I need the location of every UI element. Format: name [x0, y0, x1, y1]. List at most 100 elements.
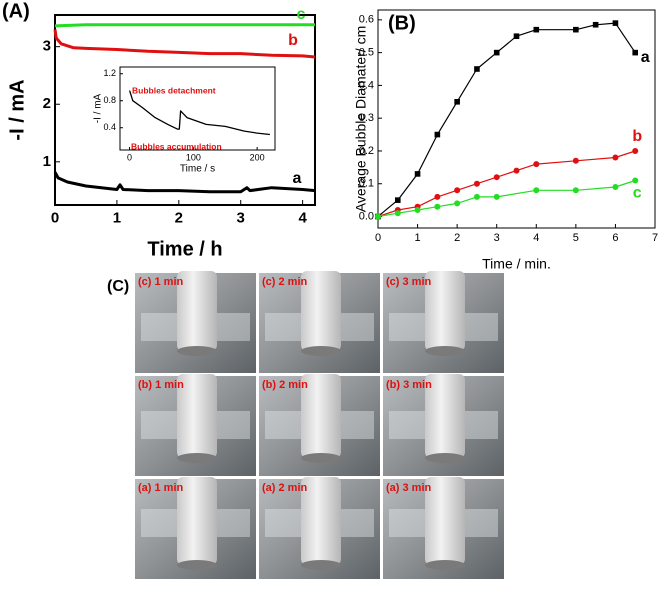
chart: 0 100 200 0.4 0.8 1.2 Time / s -I / mA Bubbles d… [93, 66, 276, 175]
photo: (c) 2 min [259, 271, 380, 373]
electrode-tip [177, 560, 217, 570]
marker [414, 206, 421, 213]
x-tick-label: 100 [186, 152, 201, 162]
photo: (b) 1 min [135, 374, 256, 476]
x-tick-label: 4 [298, 209, 307, 226]
series-line [54, 23, 315, 28]
y-axis-label: -I / mA [93, 93, 104, 123]
marker [612, 20, 619, 26]
y-axis-label: -I / mA [6, 79, 28, 140]
marker [474, 66, 480, 72]
photo-label: (a) 2 min [262, 482, 308, 494]
marker [493, 49, 500, 56]
electrode-tip [301, 453, 341, 463]
photo-grid: (C) (c) 1 min (c) 2 min (c) 3 min (b) 1 min (… [107, 271, 504, 579]
x-axis-label: Time / s [180, 164, 215, 175]
photo-label: (b) 1 min [138, 379, 184, 391]
panel-label: (C) [107, 278, 129, 295]
photo: (a) 1 min [135, 477, 256, 579]
y-tick-label: 0.4 [103, 122, 116, 132]
marker [572, 187, 579, 194]
x-tick-label: 3 [494, 232, 500, 244]
photo-label: (b) 3 min [386, 379, 432, 391]
electrode-tip [425, 346, 465, 356]
series-line [53, 29, 316, 59]
annotation: Bubbles accumulation [131, 141, 222, 151]
x-tick-label: 1 [415, 232, 421, 244]
marker [493, 193, 500, 200]
y-tick-label: 0.3 [359, 112, 374, 124]
marker [533, 161, 540, 168]
electrode-tip [425, 453, 465, 463]
electrode-tip [177, 346, 217, 356]
electrode-tip [425, 560, 465, 570]
photo-label: (b) 2 min [262, 379, 308, 391]
x-tick-label: 2 [175, 209, 183, 226]
series-line [128, 90, 270, 136]
series-line [377, 150, 636, 218]
marker [473, 193, 480, 200]
series-label: c [633, 185, 642, 202]
marker [414, 171, 421, 177]
y-tick-label: 0.6 [359, 14, 374, 26]
photo: (c) 1 min [135, 271, 256, 373]
y-tick-label: 1 [43, 153, 51, 170]
electrode-tip [177, 453, 217, 463]
marker [513, 33, 520, 40]
electrode-tip [301, 560, 341, 570]
y-tick-label: 0.4 [359, 79, 374, 91]
marker [375, 213, 381, 220]
series-label: c [297, 6, 306, 23]
x-tick-label: 0 [375, 232, 381, 244]
photo: (b) 2 min [259, 374, 380, 476]
marker [394, 197, 401, 203]
y-tick-label: 1.2 [103, 68, 116, 78]
marker [632, 147, 639, 154]
plot-frame [119, 66, 276, 151]
marker [394, 210, 401, 217]
marker [573, 26, 579, 33]
panel-label: (A) [2, 0, 30, 22]
marker [572, 157, 579, 164]
marker [632, 49, 639, 56]
x-tick-label: 2 [454, 232, 460, 244]
annotation: Bubbles detachment [132, 85, 216, 95]
y-tick-label: 0.5 [359, 47, 374, 59]
electrode [301, 271, 341, 351]
marker [493, 174, 500, 181]
x-tick-label: 200 [250, 152, 265, 162]
marker [533, 187, 540, 194]
electrode [301, 374, 341, 458]
photo-label: (c) 2 min [262, 276, 308, 288]
y-tick-label: 0.8 [103, 95, 116, 105]
x-tick-label: 6 [612, 232, 618, 244]
marker [434, 193, 441, 200]
x-axis-label: Time / min. [482, 256, 551, 272]
y-tick-label: 0.1 [359, 178, 374, 190]
y-tick-label: 2 [43, 95, 51, 112]
marker [612, 184, 619, 191]
marker [592, 21, 599, 28]
photo-label: (a) 1 min [138, 482, 184, 494]
x-tick-label: 1 [113, 209, 121, 226]
y-tick-label: 3 [43, 38, 51, 55]
photo: (a) 2 min [259, 477, 380, 579]
electrode [425, 374, 465, 458]
marker [434, 203, 441, 210]
plot-frame [377, 9, 656, 229]
x-axis-label: Time / h [147, 238, 222, 260]
electrode [177, 271, 217, 351]
x-tick-label: 0 [127, 152, 132, 162]
marker [533, 26, 540, 33]
electrode [425, 271, 465, 351]
electrode [177, 477, 217, 565]
series-label: b [288, 32, 298, 49]
series-line [53, 171, 316, 194]
series-label: a [641, 49, 650, 66]
y-tick-label: 0.2 [359, 145, 374, 157]
marker [513, 167, 520, 174]
x-tick-label: 4 [533, 232, 539, 244]
marker [632, 177, 639, 184]
photo: (b) 3 min [383, 374, 504, 476]
electrode [301, 477, 341, 565]
